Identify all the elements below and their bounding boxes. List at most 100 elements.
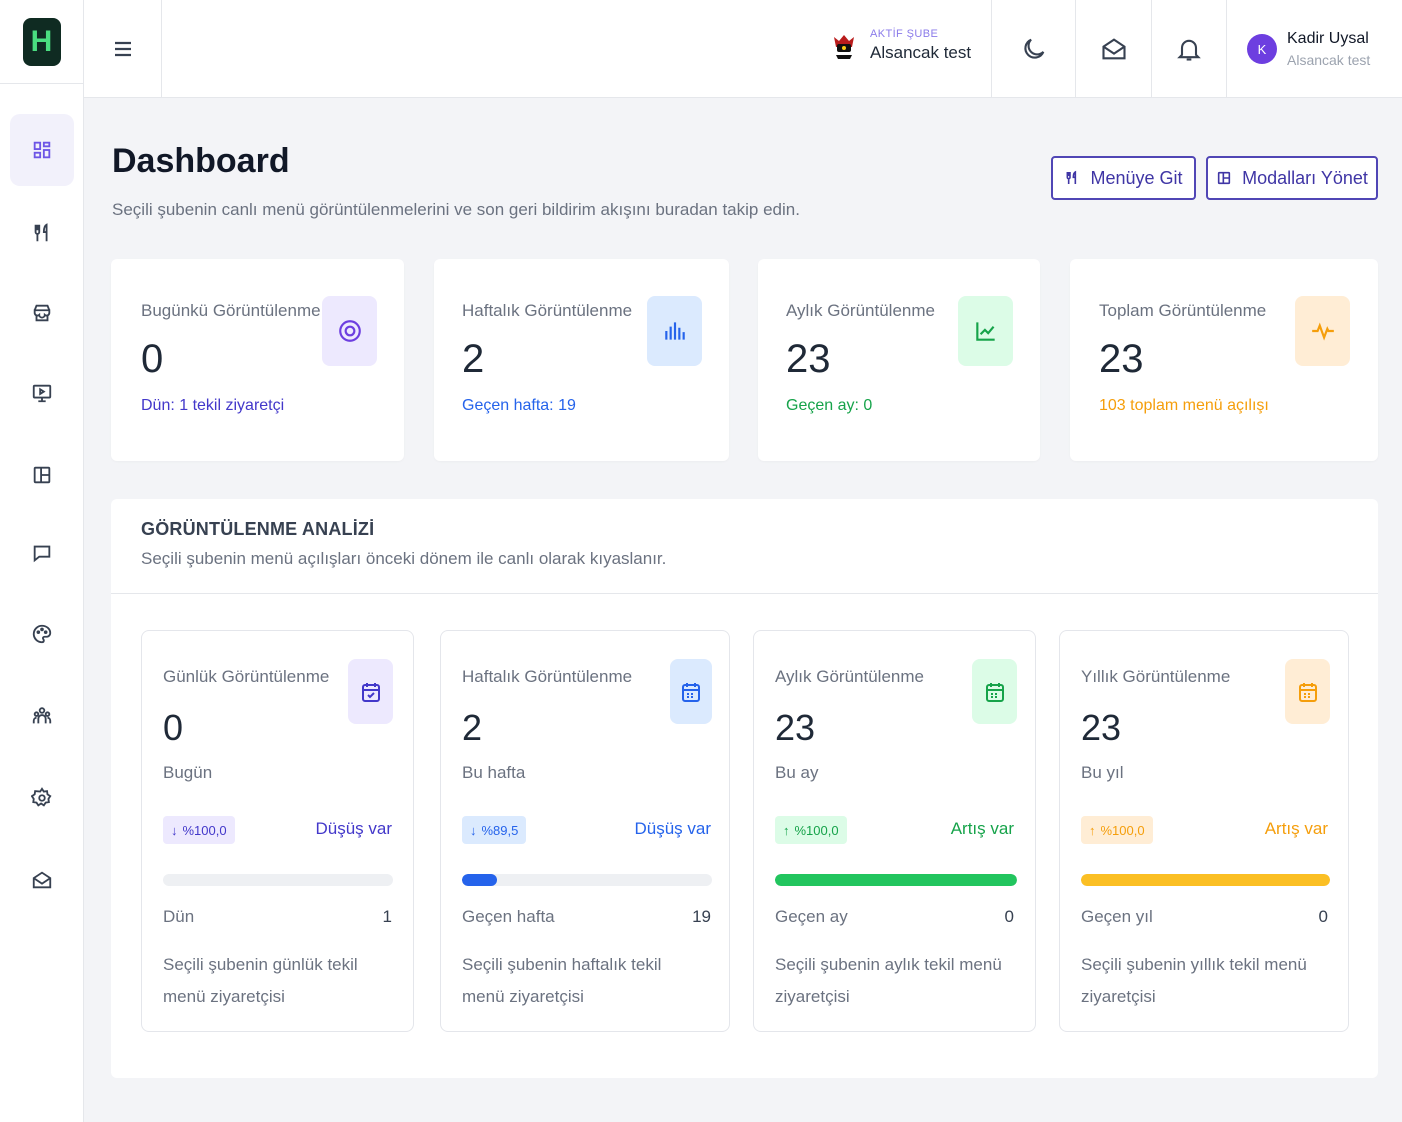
change-chip: ↓ %89,5 bbox=[462, 816, 527, 844]
stat-icon-box bbox=[958, 296, 1013, 366]
nav-themes[interactable] bbox=[0, 598, 84, 670]
analysis-card-period: Bu hafta bbox=[462, 763, 526, 782]
store-icon bbox=[10, 277, 74, 349]
logo-container: H bbox=[0, 0, 83, 84]
palette-icon bbox=[10, 598, 74, 670]
users-icon bbox=[10, 680, 74, 752]
analysis-card-daily: Günlük Görüntülenme 0 Bugün ↓ %100,0 Düşü… bbox=[141, 630, 414, 1032]
analysis-card-value: 2 bbox=[462, 707, 483, 748]
theme-toggle-button[interactable] bbox=[991, 0, 1075, 98]
analysis-card-description: Seçili şubenin haftalık tekil menü ziyar… bbox=[462, 955, 662, 1006]
calendar-icon bbox=[1298, 682, 1317, 702]
analysis-icon-box bbox=[972, 659, 1017, 724]
stat-note: Geçen hafta: 19 bbox=[462, 397, 576, 414]
analysis-card-value: 23 bbox=[1081, 707, 1122, 748]
go-to-menu-button[interactable]: Menüye Git bbox=[1051, 156, 1196, 200]
trend-label: Artış var bbox=[1264, 819, 1328, 838]
previous-period-value: 19 bbox=[692, 907, 711, 926]
previous-period-label: Geçen ay bbox=[775, 907, 848, 926]
nav-menu[interactable] bbox=[0, 197, 84, 269]
stat-label: Bugünkü Görüntülenme bbox=[141, 301, 321, 320]
nav-layouts[interactable] bbox=[0, 439, 84, 511]
layout-panel-icon bbox=[10, 439, 74, 511]
stat-note: Dün: 1 tekil ziyaretçi bbox=[141, 397, 285, 414]
user-name: Kadir Uysal bbox=[1287, 30, 1369, 47]
hamburger-icon bbox=[114, 41, 131, 57]
nav-screens[interactable] bbox=[0, 357, 84, 429]
stat-card-week: Haftalık Görüntülenme 2 Geçen hafta: 19 bbox=[434, 259, 729, 461]
inbox-button[interactable] bbox=[1075, 0, 1151, 98]
line-chart-icon bbox=[975, 322, 995, 341]
analysis-card-value: 23 bbox=[775, 707, 816, 748]
branch-name: Alsancak test bbox=[870, 43, 972, 62]
notifications-button[interactable] bbox=[1151, 0, 1226, 98]
arrow-down-icon: ↓ bbox=[171, 822, 178, 838]
stat-icon-box bbox=[1295, 296, 1350, 366]
progress-track bbox=[1081, 874, 1330, 886]
go-to-menu-label: Menüye Git bbox=[1090, 167, 1183, 188]
topbar: AKTİF ŞUBE Alsancak test K Kadir Uysal A… bbox=[84, 0, 1402, 98]
branch-emblem-icon bbox=[834, 34, 854, 59]
mail-open-icon bbox=[1101, 38, 1126, 60]
change-chip: ↑ %100,0 bbox=[1081, 816, 1153, 844]
trend-label: Artış var bbox=[950, 819, 1014, 838]
mail-open-icon bbox=[10, 844, 74, 916]
analysis-icon-box bbox=[670, 659, 712, 724]
calendar-icon bbox=[361, 682, 380, 702]
analysis-card-description: Seçili şubenin yıllık tekil menü ziyaret… bbox=[1081, 955, 1307, 1006]
hamburger-button[interactable] bbox=[84, 0, 162, 98]
progress-fill bbox=[462, 874, 497, 886]
stat-card-month: Aylık Görüntülenme 23 Geçen ay: 0 bbox=[758, 259, 1040, 461]
stat-label: Toplam Görüntülenme bbox=[1099, 301, 1267, 320]
dashboard-icon bbox=[10, 114, 74, 186]
manage-modals-button[interactable]: Modalları Yönet bbox=[1206, 156, 1378, 200]
manage-modals-label: Modalları Yönet bbox=[1242, 167, 1368, 188]
analysis-card-value: 0 bbox=[163, 707, 184, 748]
analysis-card-label: Aylık Görüntülenme bbox=[775, 667, 924, 686]
calendar-icon bbox=[682, 682, 700, 702]
progress-track bbox=[163, 874, 393, 886]
nav-settings[interactable] bbox=[0, 762, 84, 834]
change-chip: ↑ %100,0 bbox=[775, 816, 847, 844]
analysis-card-label: Günlük Görüntülenme bbox=[163, 667, 330, 686]
analysis-subtitle: Seçili şubenin menü açılışları önceki dö… bbox=[141, 549, 667, 568]
sidebar: H bbox=[0, 0, 84, 1122]
change-value: %89,5 bbox=[481, 822, 519, 838]
progress-track bbox=[775, 874, 1017, 886]
change-value: %100,0 bbox=[182, 822, 227, 838]
progress-fill bbox=[775, 874, 1017, 886]
nav-dashboard[interactable] bbox=[0, 114, 84, 186]
analysis-card-yearly: Yıllık Görüntülenme 23 Bu yıl ↑ %100,0 Ar… bbox=[1059, 630, 1349, 1032]
active-branch[interactable]: AKTİF ŞUBE Alsancak test bbox=[830, 28, 971, 63]
arrow-up-icon: ↑ bbox=[783, 822, 790, 838]
branch-tag: AKTİF ŞUBE bbox=[870, 28, 939, 40]
previous-period-value: 0 bbox=[1318, 907, 1328, 926]
utensils-icon bbox=[10, 197, 74, 269]
stat-value: 0 bbox=[141, 337, 164, 381]
nav-feedback[interactable] bbox=[0, 517, 84, 589]
trend-label: Düşüş var bbox=[634, 819, 711, 838]
previous-period-label: Geçen yıl bbox=[1081, 907, 1153, 926]
nav-branches[interactable] bbox=[0, 277, 84, 349]
stat-note: Geçen ay: 0 bbox=[786, 397, 873, 414]
analysis-card-period: Bu ay bbox=[775, 763, 819, 782]
layout-panel-icon bbox=[1217, 171, 1231, 185]
analysis-card-weekly: Haftalık Görüntülenme 2 Bu hafta ↓ %89,5 … bbox=[440, 630, 730, 1032]
change-value: %100,0 bbox=[1100, 822, 1145, 838]
bar-chart-icon bbox=[664, 322, 685, 340]
app-logo[interactable]: H bbox=[22, 17, 61, 66]
monitor-play-icon bbox=[10, 357, 74, 429]
activity-icon bbox=[1311, 322, 1334, 341]
arrow-up-icon: ↑ bbox=[1089, 822, 1096, 838]
bell-icon bbox=[1177, 39, 1201, 61]
trend-label: Düşüş var bbox=[315, 819, 392, 838]
user-menu[interactable]: K Kadir Uysal Alsancak test bbox=[1226, 0, 1402, 98]
nav-messages[interactable] bbox=[0, 844, 84, 916]
progress-fill bbox=[1081, 874, 1330, 886]
analysis-title: GÖRÜNTÜLENME ANALİZİ bbox=[141, 519, 375, 539]
stat-label: Aylık Görüntülenme bbox=[786, 301, 935, 320]
stat-note: 103 toplam menü açılışı bbox=[1099, 397, 1269, 414]
nav-users[interactable] bbox=[0, 680, 84, 752]
analysis-card-description: Seçili şubenin günlük tekil menü ziyaret… bbox=[163, 955, 358, 1006]
user-branch: Alsancak test bbox=[1287, 52, 1371, 68]
